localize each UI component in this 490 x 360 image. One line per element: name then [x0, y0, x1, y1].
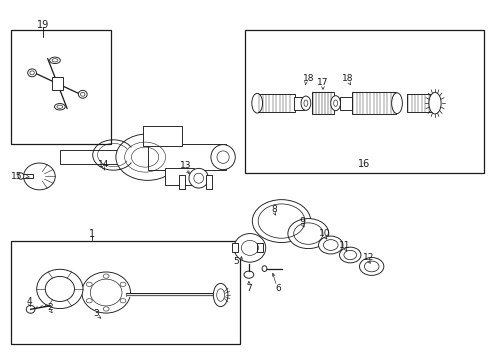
Text: 15: 15	[11, 172, 23, 181]
Bar	[232, 243, 238, 252]
Circle shape	[318, 236, 343, 254]
Bar	[143, 126, 182, 146]
Text: 16: 16	[358, 159, 370, 169]
Bar	[407, 94, 434, 112]
Text: 5: 5	[233, 257, 239, 266]
Text: 7: 7	[246, 284, 252, 293]
Text: 3: 3	[94, 309, 99, 318]
Circle shape	[86, 282, 92, 287]
Ellipse shape	[49, 57, 60, 64]
Text: 6: 6	[275, 284, 281, 293]
Circle shape	[120, 298, 126, 303]
Circle shape	[103, 274, 109, 278]
Circle shape	[252, 200, 311, 243]
Bar	[165, 168, 194, 185]
Bar	[21, 174, 33, 178]
Bar	[245, 30, 484, 173]
Ellipse shape	[331, 96, 341, 111]
Circle shape	[288, 219, 329, 249]
Bar	[294, 97, 304, 110]
Bar	[51, 77, 63, 90]
Ellipse shape	[26, 305, 35, 313]
Ellipse shape	[262, 266, 267, 271]
Bar	[11, 241, 240, 344]
Bar	[258, 94, 294, 112]
Text: 10: 10	[319, 229, 331, 238]
Circle shape	[120, 282, 126, 287]
Text: 18: 18	[303, 75, 314, 84]
Text: 13: 13	[180, 161, 191, 170]
Text: 2: 2	[48, 303, 53, 312]
Circle shape	[244, 271, 254, 278]
Ellipse shape	[392, 93, 402, 113]
Ellipse shape	[24, 163, 55, 190]
Bar	[147, 144, 225, 170]
Bar	[60, 150, 123, 164]
Text: 14: 14	[98, 161, 109, 170]
Text: 18: 18	[342, 75, 353, 84]
Ellipse shape	[82, 272, 130, 313]
Circle shape	[360, 257, 384, 275]
Ellipse shape	[301, 96, 311, 111]
Ellipse shape	[37, 269, 83, 309]
Bar	[312, 93, 334, 114]
Text: 4: 4	[27, 297, 32, 306]
Text: 9: 9	[299, 217, 305, 226]
Bar	[352, 93, 396, 114]
Ellipse shape	[252, 93, 263, 113]
Text: 1: 1	[89, 229, 95, 239]
Bar	[340, 97, 352, 110]
Ellipse shape	[28, 69, 36, 77]
Circle shape	[340, 247, 361, 263]
Circle shape	[103, 307, 109, 311]
Text: 19: 19	[37, 19, 49, 30]
Ellipse shape	[189, 168, 208, 188]
Text: 8: 8	[271, 205, 277, 214]
Bar	[179, 175, 185, 189]
Circle shape	[86, 298, 92, 303]
Ellipse shape	[429, 93, 441, 114]
Ellipse shape	[234, 234, 266, 262]
Bar	[206, 175, 212, 189]
Bar	[11, 30, 111, 144]
Ellipse shape	[213, 283, 228, 307]
Text: 17: 17	[317, 78, 329, 87]
Bar	[257, 243, 263, 252]
Ellipse shape	[211, 145, 235, 170]
Ellipse shape	[78, 90, 87, 98]
Ellipse shape	[116, 134, 179, 180]
Ellipse shape	[54, 104, 65, 110]
Ellipse shape	[18, 173, 24, 179]
Text: 11: 11	[339, 240, 350, 249]
Text: 12: 12	[363, 253, 374, 262]
